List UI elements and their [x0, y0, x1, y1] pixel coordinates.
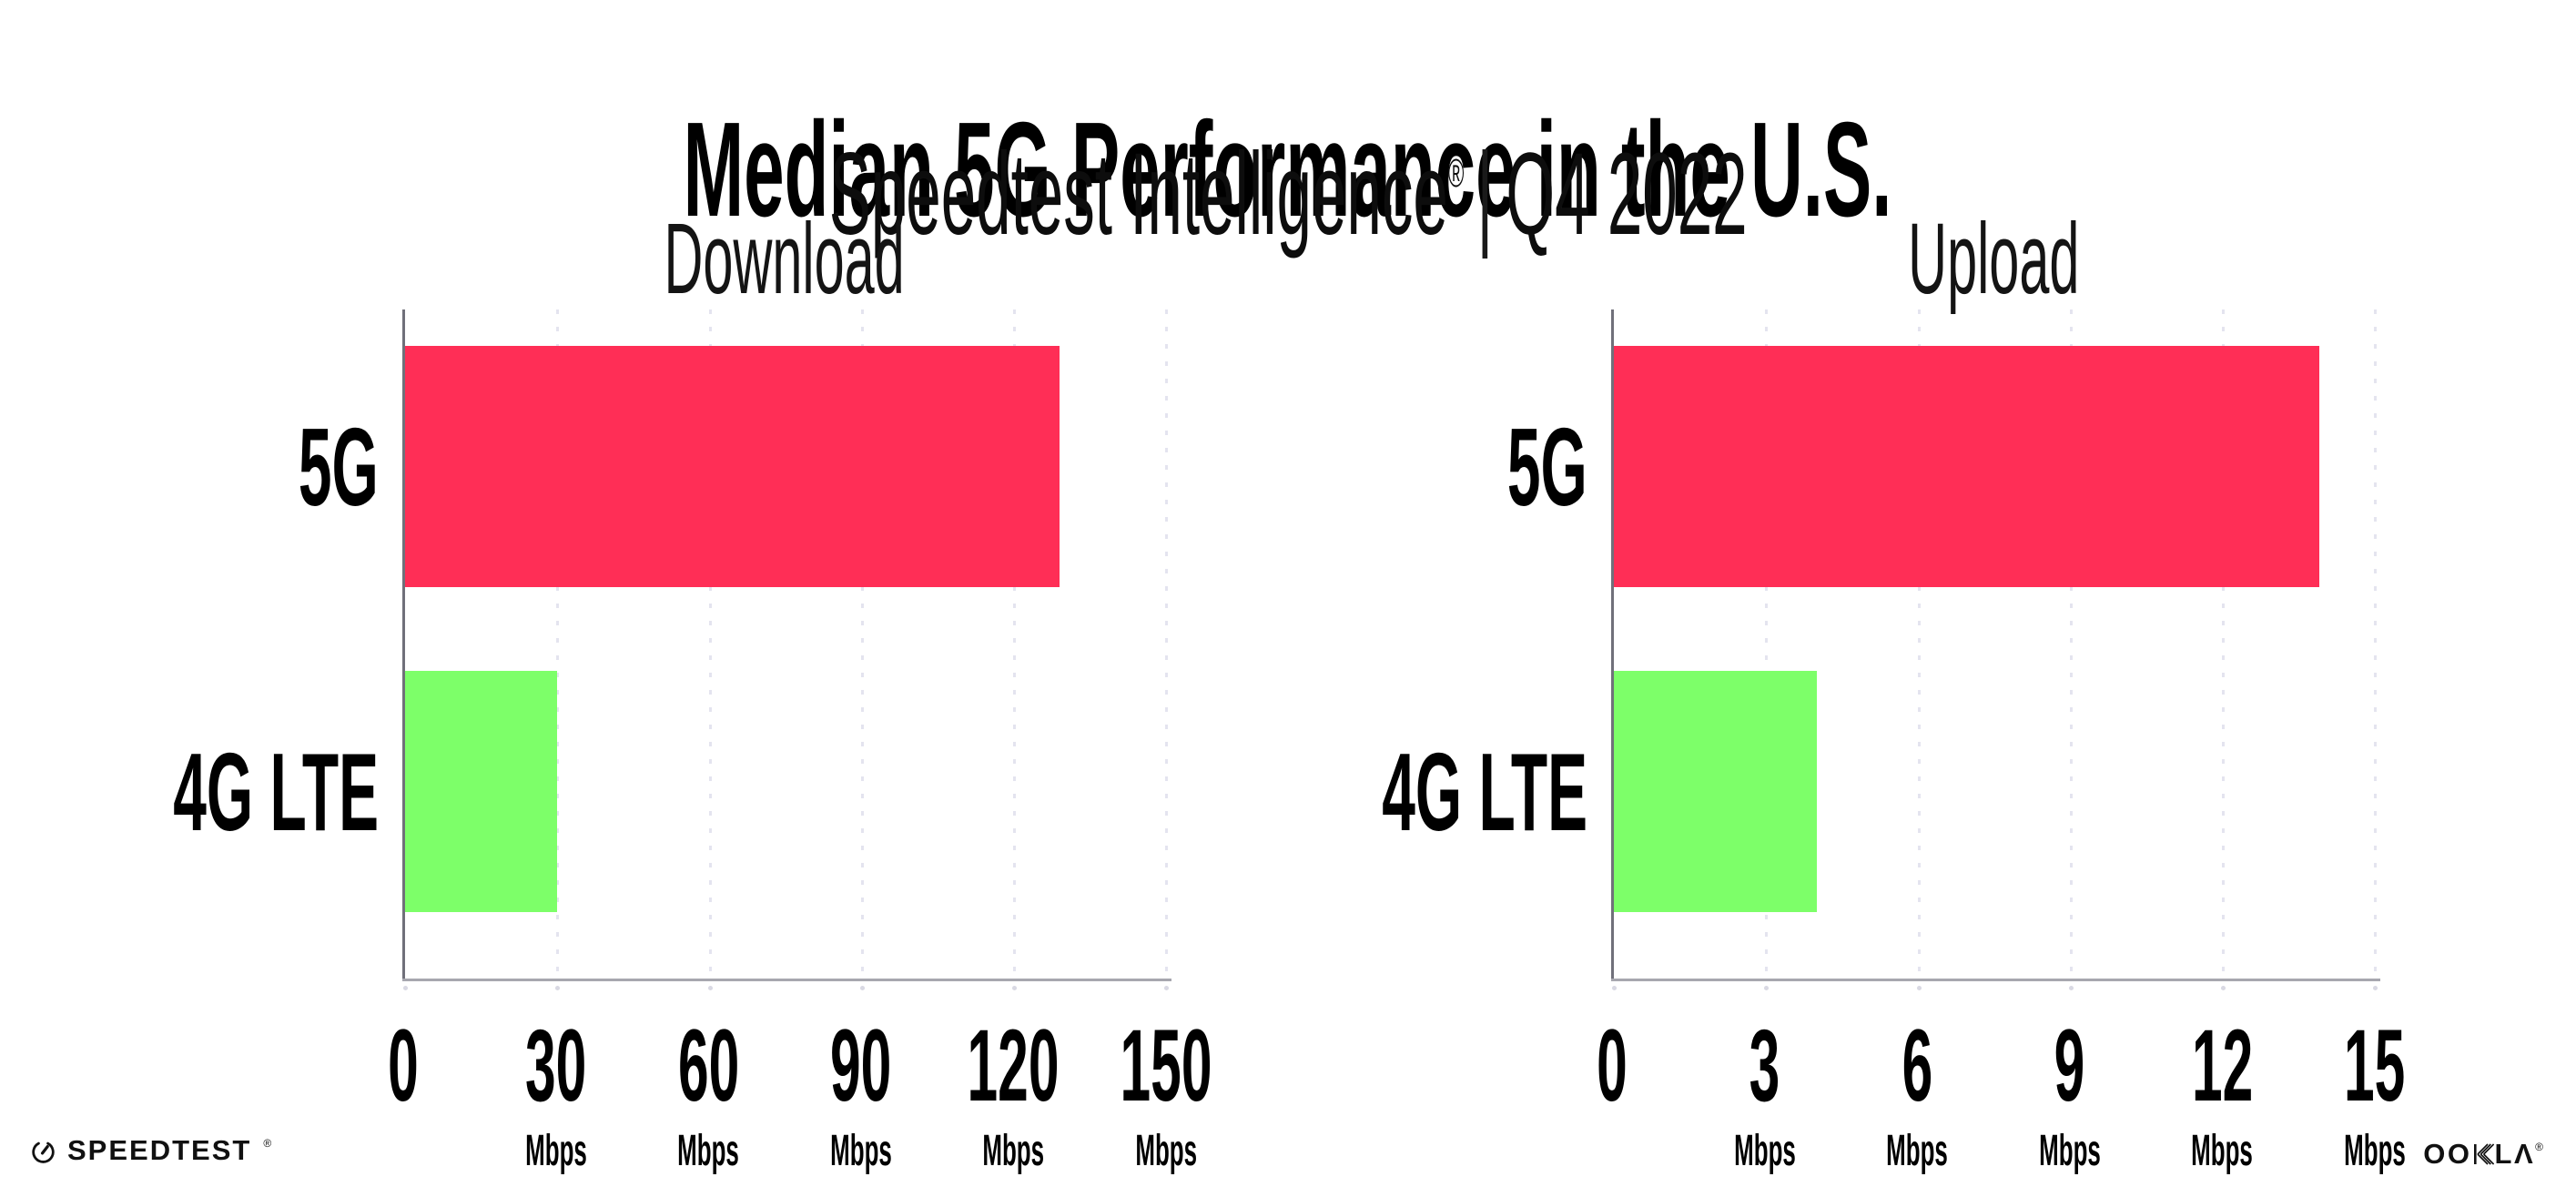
gridline	[1012, 309, 1016, 979]
axis-tick-mark	[403, 986, 409, 990]
y-axis-labels: 5G 4G LTE	[1339, 309, 1611, 979]
category-label: 4G LTE	[173, 729, 380, 854]
4g-lte-bar	[405, 671, 558, 912]
y-axis-labels: 5G 4G LTE	[130, 309, 402, 979]
axis-tick-mark	[2373, 986, 2378, 990]
x-tick-90: 90 Mbps	[804, 1015, 918, 1173]
tick-unit: Mbps	[982, 1127, 1045, 1175]
axis-tick-mark	[1164, 986, 1169, 990]
tick-unit: Mbps	[1886, 1127, 1949, 1175]
axis-tick-mark	[2068, 986, 2074, 990]
x-axis-line	[1611, 979, 2380, 981]
tick-value: 120	[967, 1009, 1060, 1122]
axis-tick-mark	[1612, 986, 1618, 990]
axis-tick-mark	[2220, 986, 2226, 990]
5g-bar	[1614, 346, 2319, 587]
registered-mark: ®	[1447, 151, 1465, 197]
tick-unit: Mbps	[1135, 1127, 1197, 1175]
x-tick-150: 150 Mbps	[1081, 1015, 1252, 1173]
tick-unit: Mbps	[2191, 1127, 2254, 1175]
ookla-registered-mark: ®	[2535, 1140, 2543, 1153]
upload-chart: Upload 5G 4G LTE 0 3 Mbps 6 Mbps 9 Mbps 12 Mbps 15…	[1339, 203, 2406, 1192]
axis-tick-mark	[1011, 986, 1017, 990]
axis-tick-mark	[707, 986, 713, 990]
speedtest-wordmark: SPEEDTEST	[67, 1134, 252, 1166]
x-tick-120: 120 Mbps	[928, 1015, 1099, 1173]
page-subtitle: Speedtest Intelligence® | Q4 2022	[0, 137, 2576, 253]
tick-unit: Mbps	[1733, 1127, 1796, 1175]
speedtest-logo: SPEEDTEST ®	[31, 1134, 271, 1167]
plot-area	[402, 309, 1171, 990]
x-tick-12: 12 Mbps	[2165, 1015, 2279, 1173]
chart-title: Download	[664, 203, 906, 315]
tick-unit: Mbps	[2344, 1127, 2406, 1175]
axis-tick-mark	[1764, 986, 1770, 990]
chart-title: Upload	[1907, 203, 2080, 315]
axis-tick-mark	[859, 986, 865, 990]
gridline	[708, 309, 712, 979]
ookla-k-glyph	[2473, 1142, 2494, 1165]
gridline	[860, 309, 864, 979]
tick-value: 0	[388, 1009, 419, 1122]
gridline	[2374, 309, 2377, 979]
tick-value: 60	[677, 1009, 739, 1122]
subtitle-brand: Speedtest Intelligence	[828, 129, 1448, 259]
axis-tick-mark	[1916, 986, 1922, 990]
tick-value: 3	[1749, 1009, 1780, 1122]
download-chart: Download 5G 4G LTE 0 30 Mbps 60 Mbps 90 Mbps 120…	[130, 203, 1212, 1192]
ookla-logo: OO LΛ ®	[2423, 1140, 2543, 1168]
x-tick-60: 60 Mbps	[652, 1015, 766, 1173]
ookla-wordmark-right: LΛ	[2494, 1138, 2536, 1170]
4g-lte-bar	[1614, 671, 1818, 912]
speedtest-gauge-icon	[32, 1141, 55, 1163]
x-tick-15: 15 Mbps	[2317, 1015, 2431, 1173]
tick-value: 150	[1120, 1009, 1212, 1122]
speedtest-registered-mark: ®	[263, 1137, 272, 1150]
tick-unit: Mbps	[677, 1127, 740, 1175]
gridline	[1765, 309, 1769, 979]
x-tick-3: 3 Mbps	[1708, 1015, 1821, 1173]
axis-tick-mark	[555, 986, 561, 990]
tick-value: 15	[2344, 1009, 2406, 1122]
category-label: 5G	[299, 404, 380, 529]
tick-value: 6	[1902, 1009, 1933, 1122]
gridline	[556, 309, 560, 979]
gridline	[1917, 309, 1921, 979]
category-label: 5G	[1507, 404, 1588, 529]
tick-value: 30	[524, 1009, 587, 1122]
subtitle-separator: |	[1476, 129, 1494, 259]
x-tick-30: 30 Mbps	[499, 1015, 613, 1173]
gridline	[2069, 309, 2073, 979]
category-label: 4G LTE	[1382, 729, 1588, 854]
x-tick-0: 0	[1584, 1015, 1640, 1117]
ookla-wordmark-left: OO	[2423, 1138, 2472, 1170]
tick-value: 90	[830, 1009, 892, 1122]
gridline	[2221, 309, 2225, 979]
x-tick-6: 6 Mbps	[1861, 1015, 1974, 1173]
5g-bar	[405, 346, 1060, 587]
x-axis: 0 3 Mbps 6 Mbps 9 Mbps 12 Mbps 15 Mbps	[1597, 979, 2406, 1192]
tick-unit: Mbps	[2038, 1127, 2101, 1175]
x-axis: 0 30 Mbps 60 Mbps 90 Mbps 120 Mbps 150 Mbps	[388, 979, 1212, 1192]
tick-unit: Mbps	[524, 1127, 587, 1175]
page-title: Median 5G Performance in the U.S.	[684, 95, 1892, 246]
x-tick-0: 0	[375, 1015, 431, 1117]
tick-value: 12	[2191, 1009, 2254, 1122]
tick-value: 0	[1597, 1009, 1628, 1122]
plot-area	[1611, 309, 2380, 990]
tick-value: 9	[2054, 1009, 2085, 1122]
gridline	[1165, 309, 1168, 979]
subtitle-period: Q4 2022	[1506, 129, 1748, 259]
x-axis-line	[402, 979, 1171, 981]
tick-unit: Mbps	[829, 1127, 892, 1175]
x-tick-9: 9 Mbps	[2013, 1015, 2126, 1173]
